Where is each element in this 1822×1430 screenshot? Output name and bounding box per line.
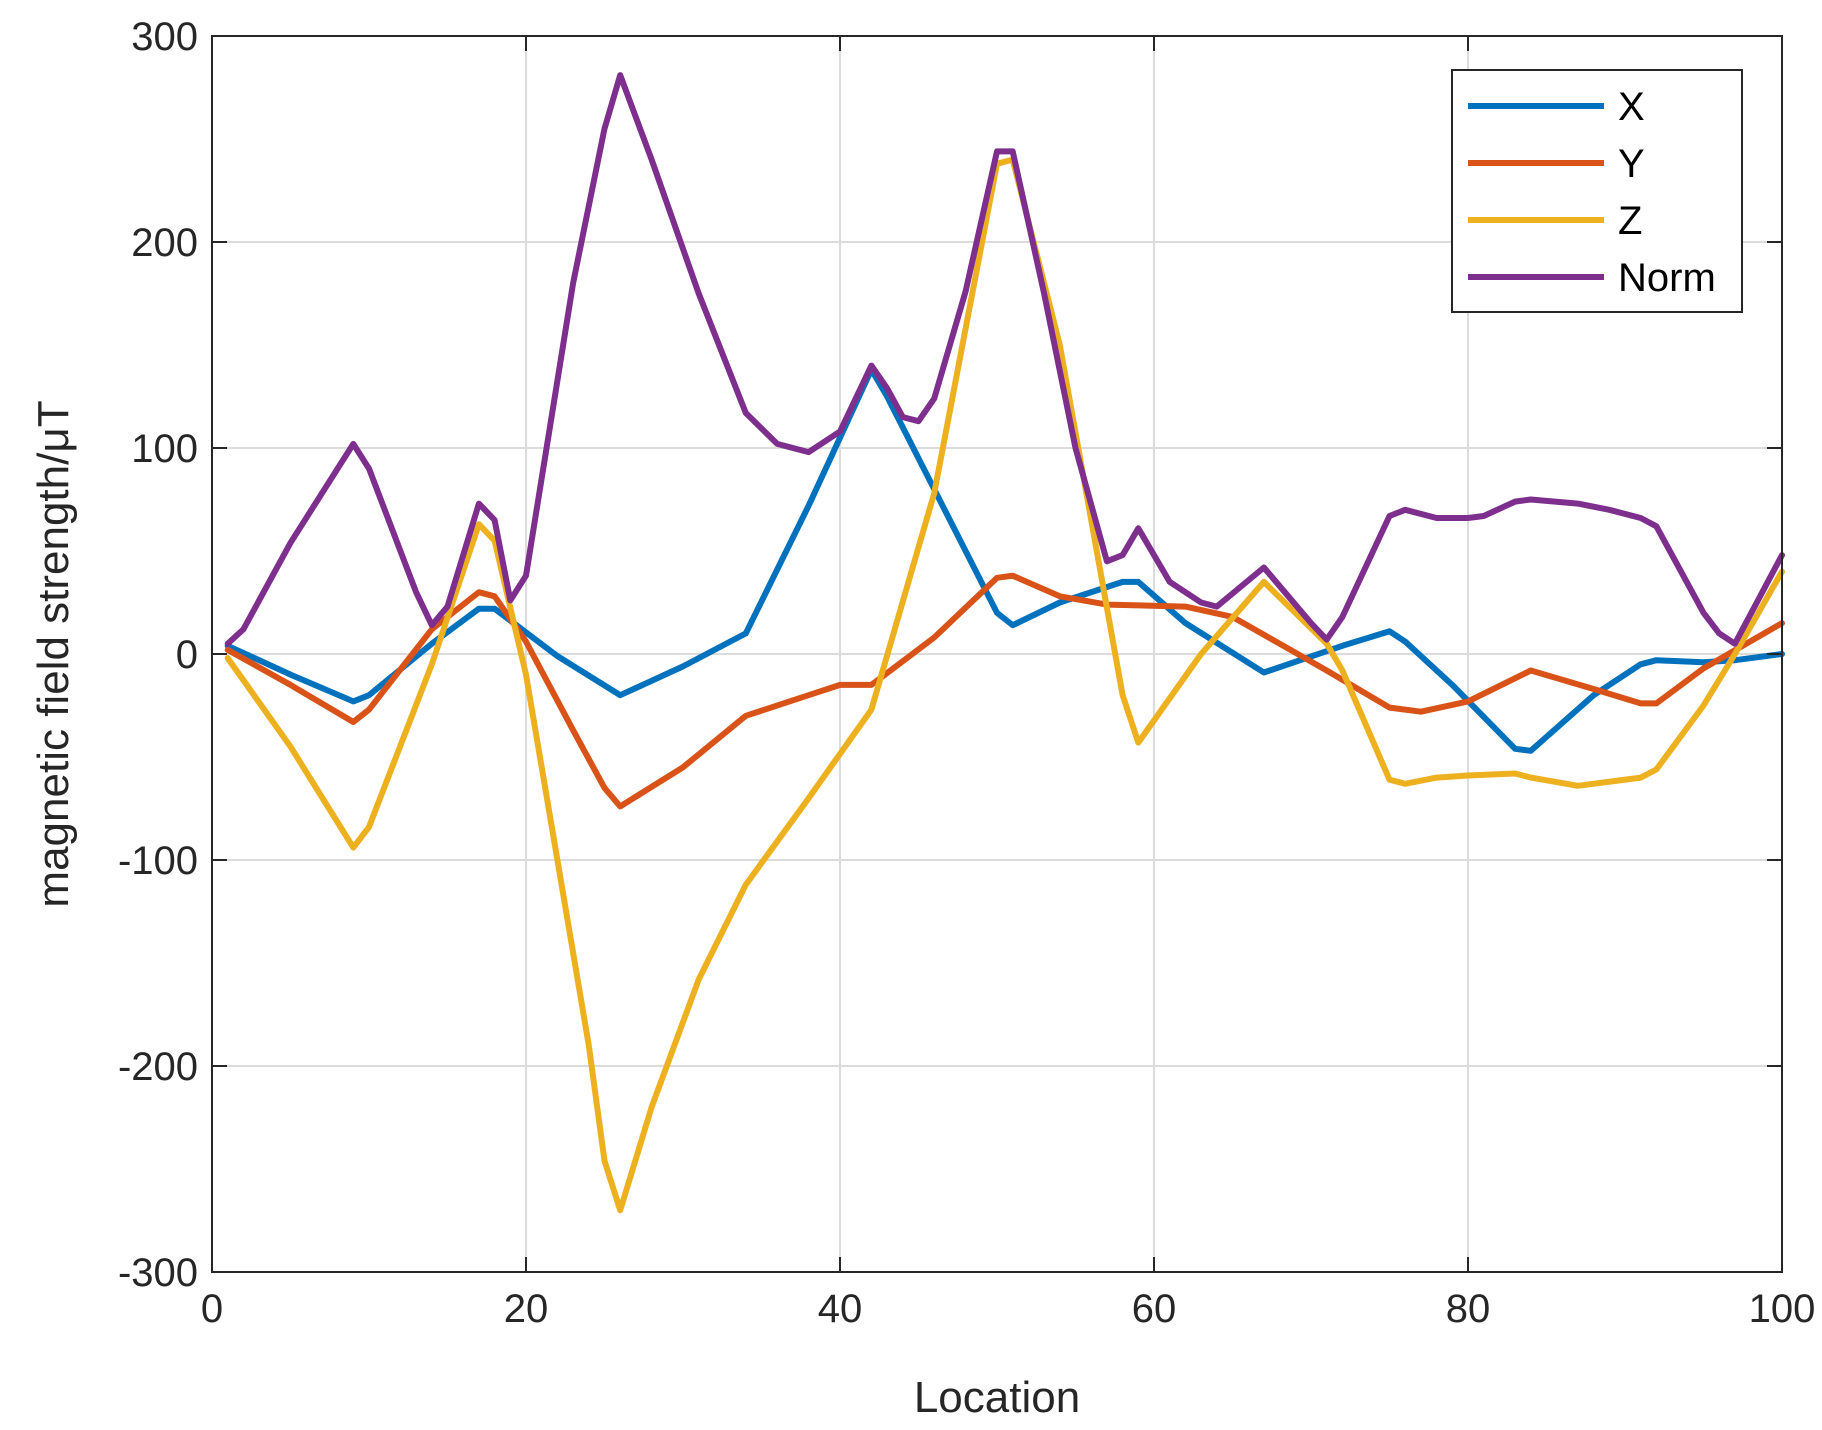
x-tick-label: 40 bbox=[818, 1287, 863, 1331]
legend-box bbox=[1451, 69, 1743, 313]
series-line-y bbox=[224, 572, 1785, 810]
y-tick-label: 0 bbox=[176, 633, 198, 677]
legend: XYZ Norm bbox=[1451, 69, 1743, 313]
legend-label: Z bbox=[1618, 199, 1642, 243]
legend-label: X bbox=[1618, 85, 1645, 129]
axis-ticks: 0 20 40 60 80 100 -300 -200 -100 0 100 200 300 bbox=[118, 15, 1815, 1331]
series-line-x bbox=[224, 366, 1785, 754]
y-tick-label: -200 bbox=[118, 1045, 198, 1089]
y-tick-label: 200 bbox=[131, 221, 198, 265]
x-tick-label: 20 bbox=[504, 1287, 549, 1331]
x-tick-label: 0 bbox=[201, 1287, 223, 1331]
series-lines bbox=[224, 72, 1785, 1214]
grid-lines bbox=[211, 35, 1783, 1273]
x-axis-label: Location bbox=[914, 1373, 1080, 1422]
x-tick-label: 60 bbox=[1132, 1287, 1177, 1331]
x-tick-label: 80 bbox=[1446, 1287, 1491, 1331]
y-axis-label: magnetic field strength/μT bbox=[29, 400, 78, 907]
y-tick-label: -300 bbox=[118, 1251, 198, 1295]
legend-label: Y bbox=[1618, 142, 1645, 186]
x-tick-label: 100 bbox=[1749, 1287, 1816, 1331]
legend-label: Norm bbox=[1618, 256, 1716, 300]
y-tick-label: 300 bbox=[131, 15, 198, 59]
y-tick-label: -100 bbox=[118, 839, 198, 883]
series-line-norm bbox=[224, 72, 1785, 647]
y-tick-label: 100 bbox=[131, 427, 198, 471]
